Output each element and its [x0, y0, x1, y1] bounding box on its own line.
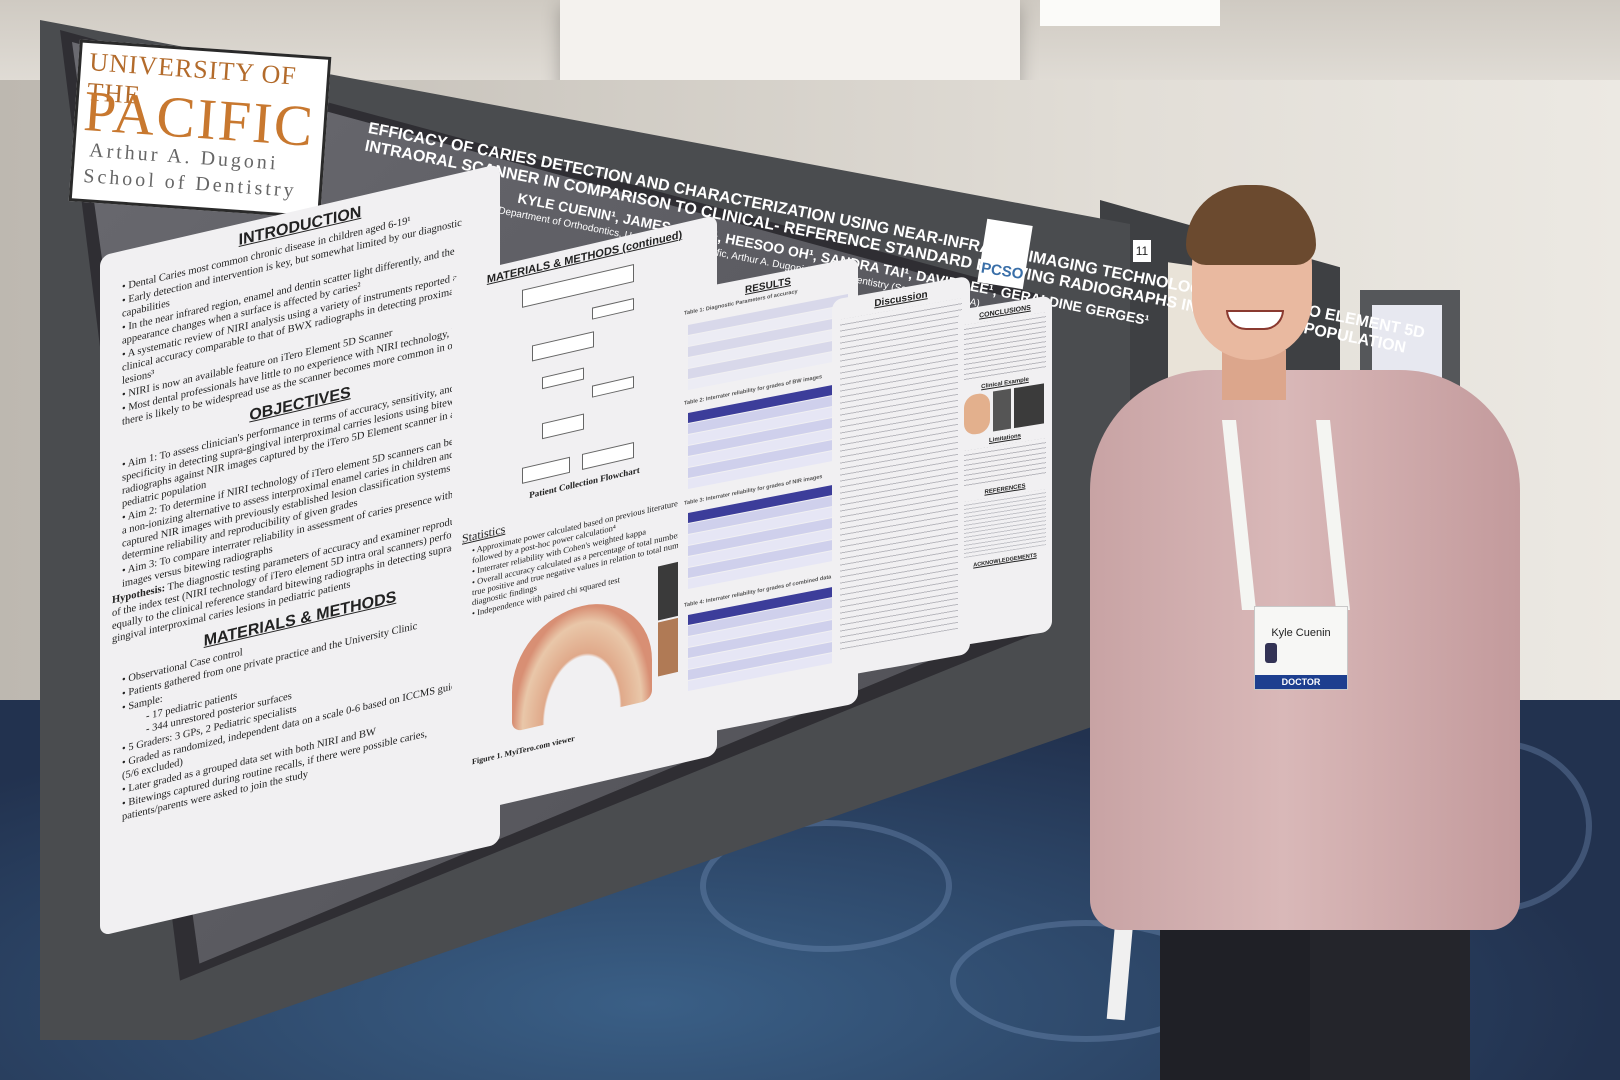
ceiling-light-small — [1040, 0, 1220, 26]
badge-role: DOCTOR — [1255, 675, 1347, 689]
flowchart-box — [522, 456, 570, 484]
flowchart-box — [582, 441, 634, 470]
california-state-icon — [1265, 643, 1277, 663]
figure-caption: Figure 1. MyiTero.com viewer — [472, 733, 575, 767]
clinical-photo — [964, 391, 990, 437]
poster-left-panel: INTRODUCTION Dental Caries most common c… — [100, 163, 500, 937]
university-logo: UNIVERSITY OF THE PACIFIC Arthur A. Dugo… — [68, 39, 332, 219]
flowchart-box — [592, 297, 634, 320]
ceiling-light — [560, 0, 1020, 95]
badge-name: Kyle Cuenin — [1271, 627, 1331, 639]
conclusions-body-text — [964, 312, 1046, 382]
person-hair — [1186, 185, 1316, 265]
board-number-tag: 11 — [1133, 240, 1151, 262]
flowchart-box — [592, 375, 634, 398]
discussion-body-text — [840, 298, 962, 650]
name-badge: Kyle Cuenin DOCTOR — [1254, 606, 1348, 690]
references-body-text — [964, 489, 1046, 559]
poster-conclusions-panel: CONCLUSIONS Clinical Example Limitations… — [958, 295, 1052, 646]
carpet-swirl — [700, 820, 952, 952]
nir-image — [993, 388, 1011, 432]
radiograph-image — [1014, 383, 1044, 429]
dental-arch-scan-image — [512, 589, 652, 733]
flowchart-box — [542, 413, 584, 440]
poster-results-panel: RESULTS Table 1: Diagnostic Parameters o… — [678, 257, 858, 738]
patient-collection-flowchart — [522, 262, 642, 490]
flowchart-box — [532, 331, 594, 362]
poster-discussion-panel: Discussion — [832, 275, 970, 678]
flowchart-box — [542, 367, 584, 390]
lanyard — [1222, 420, 1350, 610]
